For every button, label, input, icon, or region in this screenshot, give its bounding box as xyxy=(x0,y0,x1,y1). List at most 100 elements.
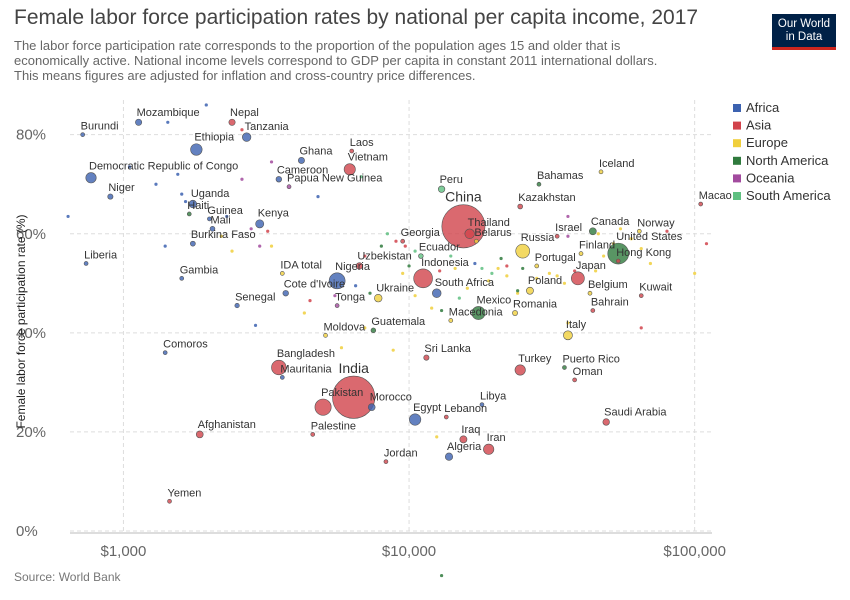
our-world-in-data-logo[interactable]: Our World in Data xyxy=(772,14,836,50)
data-point xyxy=(487,279,491,283)
logo-line-1: Our World xyxy=(777,18,831,30)
data-point xyxy=(249,227,253,231)
data-point xyxy=(693,271,697,275)
data-point xyxy=(413,268,433,289)
data-point xyxy=(135,118,143,126)
legend-entry: North America xyxy=(746,153,829,168)
data-point xyxy=(571,271,585,286)
point-label: Burundi xyxy=(81,121,119,133)
data-point xyxy=(423,354,430,361)
point-label: China xyxy=(445,189,482,205)
data-point xyxy=(127,165,132,169)
data-point xyxy=(573,269,577,273)
data-point xyxy=(516,291,520,295)
data-point xyxy=(629,237,633,241)
point-label: Guatemala xyxy=(371,316,426,328)
point-label: Uzbekistan xyxy=(357,251,411,263)
data-point xyxy=(280,271,285,276)
legend-swatch xyxy=(733,104,741,112)
data-point xyxy=(602,418,610,426)
data-point xyxy=(207,216,212,222)
point-label: Bahrain xyxy=(591,297,629,309)
data-point xyxy=(333,294,337,298)
data-point xyxy=(85,172,97,184)
data-point xyxy=(308,299,312,303)
data-point xyxy=(590,308,596,313)
data-point xyxy=(219,234,223,238)
chart-title: Female labor force participation rates b… xyxy=(14,6,699,29)
data-point xyxy=(430,306,434,310)
source-note: Source: World Bank xyxy=(14,570,121,584)
data-point xyxy=(391,348,395,352)
point-label: Portugal xyxy=(535,252,576,264)
point-label: Cameroon xyxy=(277,164,328,176)
data-point xyxy=(618,227,623,231)
point-label: Afghanistan xyxy=(198,419,256,431)
point-label: Macao xyxy=(699,190,732,202)
point-label: Sri Lanka xyxy=(424,343,471,355)
point-label: Peru xyxy=(440,174,463,186)
legend-entry: South America xyxy=(746,188,831,203)
data-point xyxy=(512,310,518,316)
point-label: Oman xyxy=(573,366,603,378)
data-point xyxy=(225,214,229,219)
point-label: United States xyxy=(616,231,683,243)
data-point xyxy=(349,148,355,154)
data-point xyxy=(578,251,584,256)
data-point xyxy=(480,266,484,271)
data-point xyxy=(438,185,446,193)
data-point xyxy=(563,330,573,341)
point-label: Kenya xyxy=(258,208,290,220)
data-point xyxy=(566,321,570,325)
data-point xyxy=(269,160,274,164)
point-label: Mauritania xyxy=(280,363,332,375)
point-label: Nigeria xyxy=(335,261,371,273)
data-point xyxy=(602,254,606,258)
data-point xyxy=(83,261,89,266)
data-point xyxy=(409,413,422,426)
point-label: Iceland xyxy=(599,158,634,170)
point-label: Georgia xyxy=(401,227,441,239)
point-label: Comoros xyxy=(163,339,208,351)
data-point xyxy=(339,346,344,350)
point-label: Guinea xyxy=(207,205,243,217)
data-point xyxy=(517,203,523,210)
point-label: Canada xyxy=(591,216,630,228)
data-point xyxy=(407,264,411,268)
point-label: Tonga xyxy=(335,292,366,304)
data-point xyxy=(310,432,316,437)
point-label: South Africa xyxy=(435,277,495,289)
data-point xyxy=(363,254,367,258)
data-point xyxy=(209,226,216,232)
point-label: Vietnam xyxy=(348,152,388,164)
data-point xyxy=(370,327,377,334)
point-label: Niger xyxy=(108,182,135,194)
data-point xyxy=(648,261,653,266)
point-label: Belarus xyxy=(474,227,512,239)
data-point xyxy=(266,229,270,233)
point-label: Italy xyxy=(566,319,587,331)
data-point xyxy=(66,214,70,219)
data-point xyxy=(594,269,598,273)
point-label: India xyxy=(339,360,370,376)
data-point xyxy=(355,262,363,270)
legend-swatch xyxy=(733,192,741,200)
data-point xyxy=(453,266,457,271)
data-point xyxy=(240,128,244,132)
data-point xyxy=(163,244,167,248)
data-point xyxy=(443,414,449,420)
data-point xyxy=(154,182,158,186)
point-label: Puerto Rico xyxy=(562,354,619,366)
point-label: Uganda xyxy=(191,188,230,200)
data-point xyxy=(413,249,417,253)
data-point xyxy=(368,291,372,295)
point-label: Bahamas xyxy=(537,170,584,182)
point-label: Israel xyxy=(555,222,582,234)
data-point xyxy=(457,296,461,300)
point-label: Thailand xyxy=(468,217,510,229)
subtitle-line-3: This means figures are adjusted for infl… xyxy=(14,68,476,83)
data-point xyxy=(514,364,526,376)
data-point xyxy=(383,459,389,464)
data-point xyxy=(596,232,600,236)
